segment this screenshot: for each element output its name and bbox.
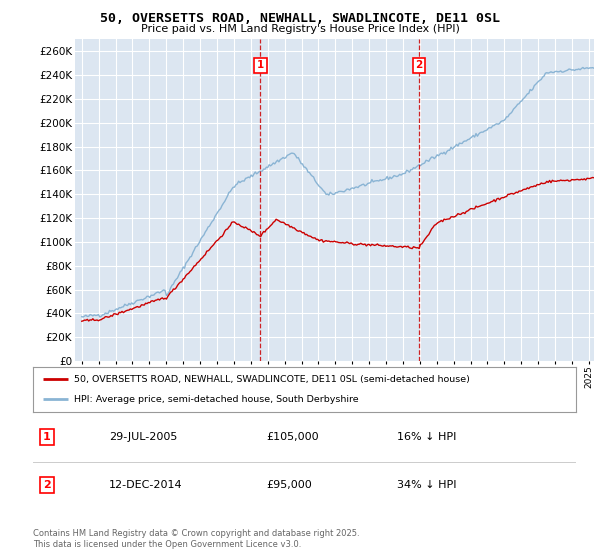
Text: £105,000: £105,000 [266,432,319,442]
Text: 16% ↓ HPI: 16% ↓ HPI [397,432,456,442]
Text: 1: 1 [257,60,264,71]
Text: 12-DEC-2014: 12-DEC-2014 [109,480,182,491]
Text: 50, OVERSETTS ROAD, NEWHALL, SWADLINCOTE, DE11 0SL: 50, OVERSETTS ROAD, NEWHALL, SWADLINCOTE… [100,12,500,25]
Text: 2: 2 [415,60,422,71]
Text: 1: 1 [43,432,50,442]
Text: 34% ↓ HPI: 34% ↓ HPI [397,480,457,491]
Text: 50, OVERSETTS ROAD, NEWHALL, SWADLINCOTE, DE11 0SL (semi-detached house): 50, OVERSETTS ROAD, NEWHALL, SWADLINCOTE… [74,375,470,384]
Text: 29-JUL-2005: 29-JUL-2005 [109,432,178,442]
Text: Contains HM Land Registry data © Crown copyright and database right 2025.
This d: Contains HM Land Registry data © Crown c… [33,529,359,549]
Text: 2: 2 [43,480,50,491]
Text: Price paid vs. HM Land Registry's House Price Index (HPI): Price paid vs. HM Land Registry's House … [140,24,460,34]
Text: HPI: Average price, semi-detached house, South Derbyshire: HPI: Average price, semi-detached house,… [74,395,358,404]
Text: £95,000: £95,000 [266,480,312,491]
